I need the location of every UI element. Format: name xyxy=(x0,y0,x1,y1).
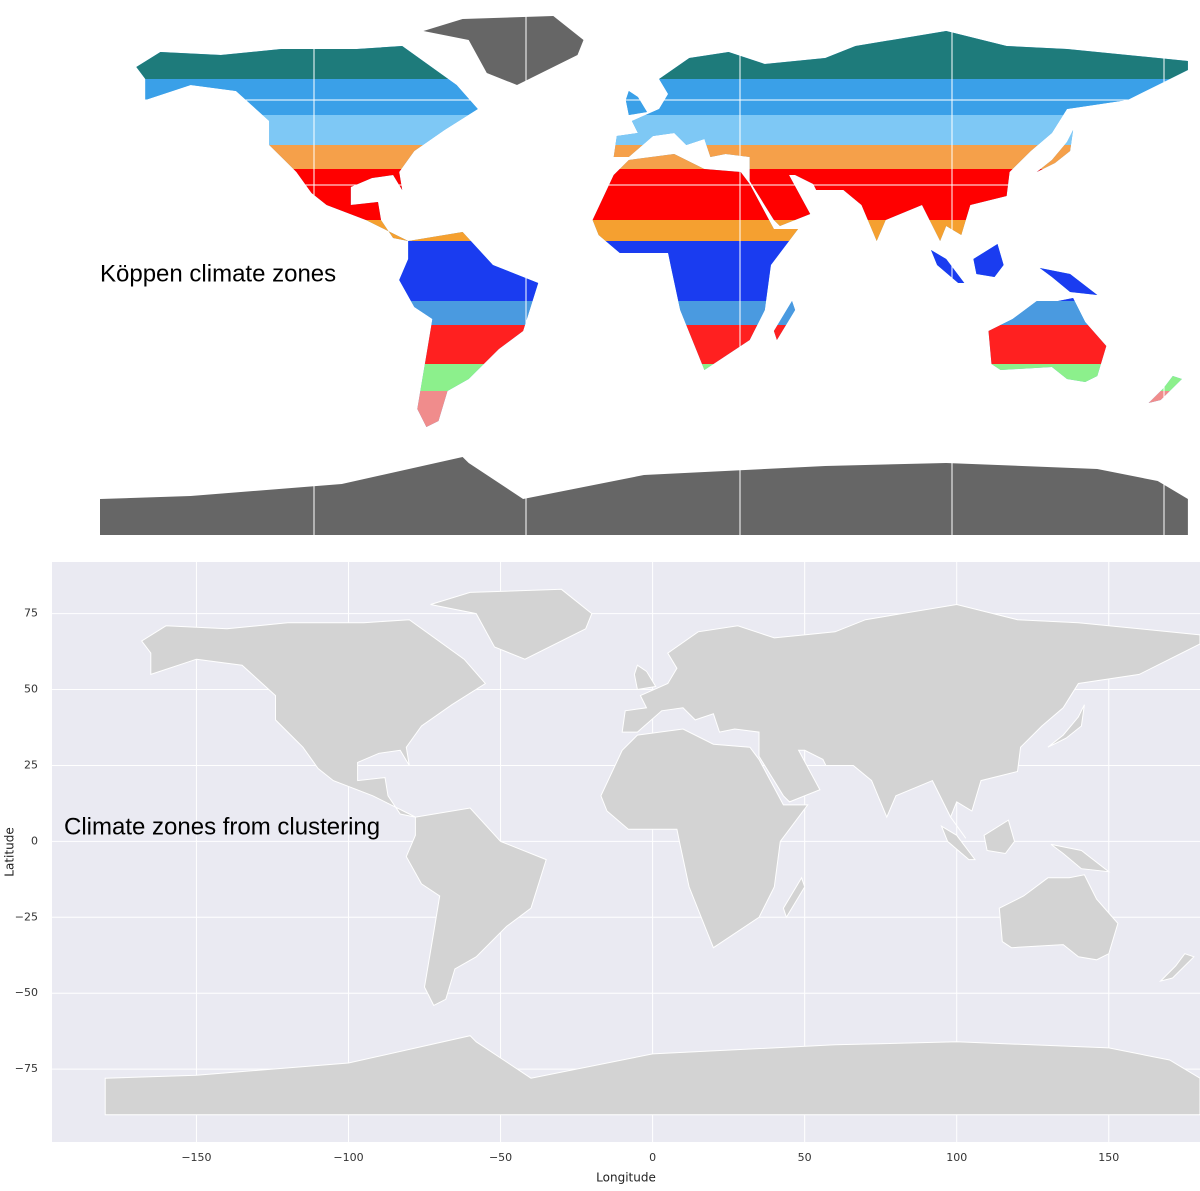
x-tick-label: 100 xyxy=(946,1151,967,1164)
y-tick-label: −25 xyxy=(15,910,38,923)
climate-band xyxy=(136,169,1188,220)
y-tick-label: −75 xyxy=(15,1062,38,1075)
x-tick-label: −100 xyxy=(333,1151,363,1164)
climate-band xyxy=(136,79,1188,115)
x-tick-label: −150 xyxy=(181,1151,211,1164)
map-label: Köppen climate zones xyxy=(100,260,336,287)
climate-band xyxy=(136,391,1188,427)
climate-bands xyxy=(136,31,1188,427)
y-axis-label: Latitude xyxy=(3,827,17,876)
ice xyxy=(100,457,1188,535)
map-label: Climate zones from clustering xyxy=(64,813,380,840)
cluster-map xyxy=(104,588,1200,1116)
y-tick-label: 25 xyxy=(24,758,38,771)
climate-band xyxy=(136,115,1188,145)
x-tick-label: 50 xyxy=(798,1151,812,1164)
climate-band xyxy=(136,220,1188,241)
land xyxy=(940,825,977,861)
land xyxy=(782,876,806,919)
x-tick-label: 0 xyxy=(649,1151,656,1164)
land xyxy=(430,588,593,660)
climate-band xyxy=(136,145,1188,169)
y-tick-label: −50 xyxy=(15,986,38,999)
land xyxy=(1158,953,1195,983)
ice xyxy=(423,16,584,85)
land xyxy=(1047,704,1085,748)
land xyxy=(405,807,547,1007)
y-tick-label: 50 xyxy=(24,683,38,696)
land xyxy=(998,874,1119,961)
y-tick-label: 75 xyxy=(24,607,38,620)
x-tick-label: −50 xyxy=(489,1151,512,1164)
land xyxy=(983,819,1016,855)
x-tick-label: 150 xyxy=(1098,1151,1119,1164)
land xyxy=(600,728,809,949)
land xyxy=(104,1035,1200,1116)
climate-band xyxy=(136,31,1188,79)
climate-band xyxy=(136,325,1188,364)
labels: Köppen climate zones Climate zones from … xyxy=(3,260,656,1184)
land xyxy=(633,664,657,691)
climate-band xyxy=(136,364,1188,391)
land xyxy=(621,603,1200,839)
y-tick-label: 0 xyxy=(31,834,38,847)
climate-band xyxy=(136,301,1188,325)
land xyxy=(140,619,487,818)
land xyxy=(1050,843,1111,873)
x-axis-label: Longitude xyxy=(596,1171,656,1185)
